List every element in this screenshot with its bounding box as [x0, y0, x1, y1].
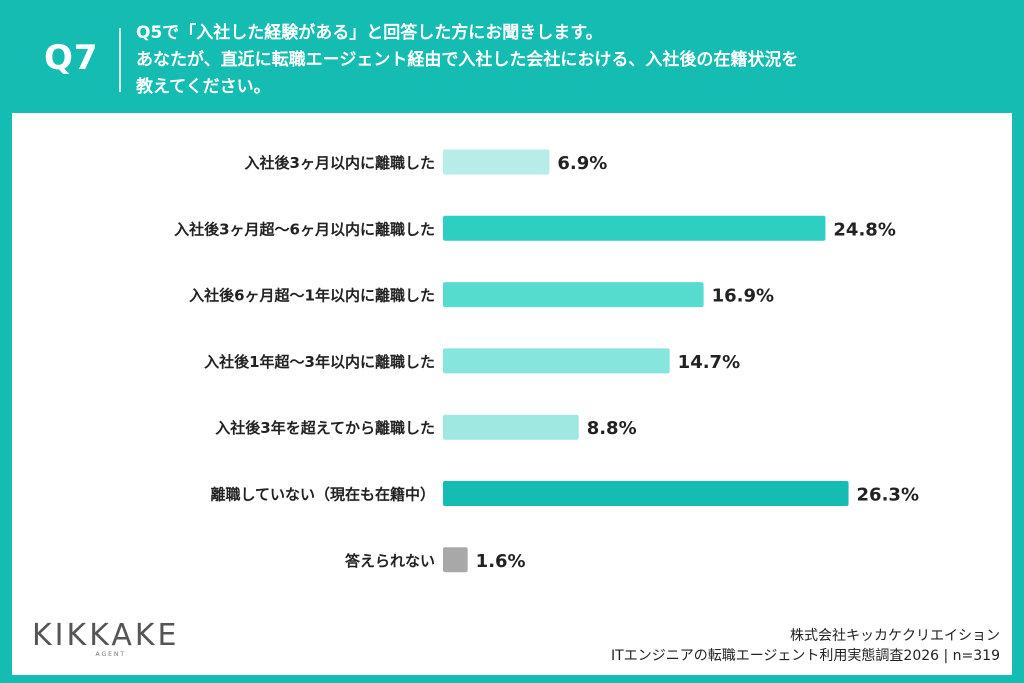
logo-subtext: AGENT [95, 651, 127, 658]
bar-chart: 入社後3ヶ月以内に離職した 6.9% 入社後3ヶ月超〜6ヶ月以内に離職した 24.8%… [174, 149, 919, 573]
bar [443, 348, 670, 374]
value-label: 8.8% [587, 418, 637, 439]
value-label: 14.7% [678, 352, 740, 373]
category-label: 入社後3ヶ月以内に離職した [245, 154, 435, 172]
kikkake-logo: KIKKAKE AGENT [32, 618, 180, 658]
bar [443, 149, 550, 175]
bar [443, 414, 579, 440]
question-line-1: Q5で「入社した経験がある」と回答した方にお聞きします。 [136, 23, 603, 43]
category-label: 入社後3ヶ月超〜6ヶ月以内に離職した [174, 220, 435, 238]
survey-info: ITエンジニアの転職エージェント利用実態調査2026 | n=319 [611, 648, 1000, 664]
category-label: 入社後1年超〜3年以内に離職した [204, 353, 435, 371]
bar [443, 547, 468, 573]
footer-credits: 株式会社キッカケクリエイション ITエンジニアの転職エージェント利用実態調査20… [611, 626, 1000, 666]
company-name: 株式会社キッカケクリエイション [790, 628, 1000, 644]
category-label: 答えられない [345, 552, 435, 570]
question-text: Q5で「入社した経験がある」と回答した方にお聞きします。 あなたが、直近に転職エ… [136, 20, 996, 101]
value-label: 24.8% [833, 219, 895, 240]
category-label: 入社後6ヶ月超〜1年以内に離職した [189, 287, 435, 305]
value-label: 16.9% [712, 286, 774, 307]
question-line-3: 教えてください。 [136, 77, 271, 97]
bar [443, 282, 704, 308]
value-label: 6.9% [557, 153, 607, 174]
value-label: 26.3% [857, 485, 919, 506]
logo-wordmark: KIKKAKE [32, 618, 180, 653]
header: Q7 Q5で「入社した経験がある」と回答した方にお聞きします。 あなたが、直近に… [0, 0, 1024, 112]
bar [443, 481, 849, 506]
category-label: 入社後3年を超えてから離職した [215, 419, 435, 437]
bar [443, 215, 826, 241]
header-divider [119, 28, 121, 92]
question-number: Q7 [44, 38, 99, 78]
chart-panel: 入社後3ヶ月以内に離職した 6.9% 入社後3ヶ月超〜6ヶ月以内に離職した 24.8%… [12, 113, 1012, 675]
category-label: 離職していない（現在も在籍中） [210, 486, 435, 504]
value-label: 1.6% [476, 551, 526, 572]
question-line-2: あなたが、直近に転職エージェント経由で入社した会社における、入社後の在籍状況を [136, 50, 799, 70]
